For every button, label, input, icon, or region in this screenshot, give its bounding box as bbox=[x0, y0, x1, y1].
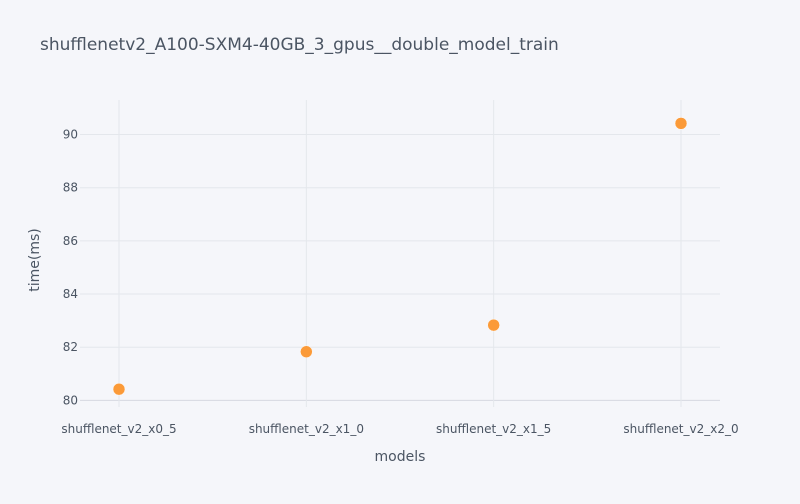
y-tick-label: 80 bbox=[63, 393, 78, 407]
y-tick-label: 82 bbox=[63, 340, 78, 354]
y-tick-label: 84 bbox=[63, 287, 78, 301]
y-tick-label: 90 bbox=[63, 128, 78, 142]
data-point[interactable] bbox=[112, 382, 126, 396]
x-tick-label: shufflenet_v2_x1_5 bbox=[436, 422, 551, 436]
y-tick-label: 86 bbox=[63, 234, 78, 248]
data-point[interactable] bbox=[487, 318, 500, 332]
y-axis-title: time(ms) bbox=[27, 228, 43, 292]
data-point[interactable] bbox=[300, 345, 313, 358]
gridlines bbox=[80, 100, 720, 407]
x-axis-title: models bbox=[375, 449, 426, 465]
axes: 80 82 84 86 88 90 shufflenet_v2_x0_5 shufflenet… bbox=[61, 128, 738, 436]
data-point[interactable] bbox=[674, 117, 688, 130]
chart-title: shufflenetv2_A100-SXM4-40GB_3_gpus__doub… bbox=[40, 35, 559, 55]
x-tick-label: shufflenet_v2_x2_0 bbox=[623, 422, 738, 436]
x-tick-label: shufflenet_v2_x0_5 bbox=[61, 422, 176, 436]
x-tick-label: shufflenet_v2_x1_0 bbox=[249, 422, 364, 436]
y-tick-label: 88 bbox=[63, 181, 78, 195]
data-points bbox=[112, 117, 688, 396]
